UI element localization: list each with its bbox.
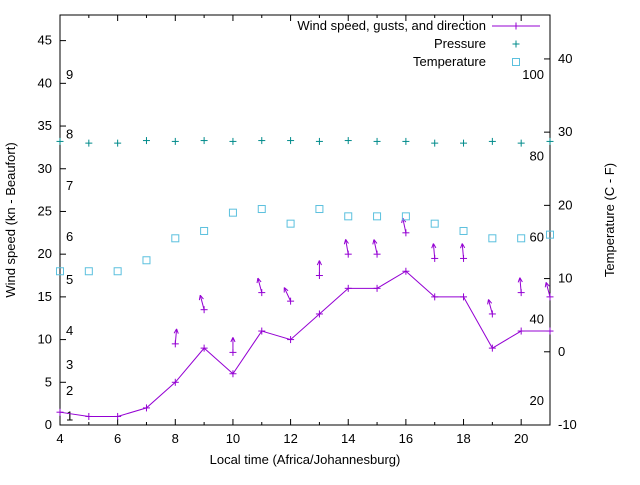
beaufort-label: 7 xyxy=(66,178,73,193)
right-y-axis-title: Temperature (C - F) xyxy=(602,163,617,277)
x-tick-label: 6 xyxy=(114,431,121,446)
left-y-tick-label: 15 xyxy=(38,289,52,304)
plot-frame xyxy=(59,14,551,426)
beaufort-label: 9 xyxy=(66,67,73,82)
x-tick-label: 4 xyxy=(56,431,63,446)
left-y-axis-title: Wind speed (kn - Beaufort) xyxy=(3,142,18,297)
x-tick-label: 8 xyxy=(172,431,179,446)
fahrenheit-label: 80 xyxy=(530,148,544,163)
right-y-tick-label: 20 xyxy=(558,197,572,212)
fahrenheit-label: 40 xyxy=(530,312,544,327)
fahrenheit-label: 60 xyxy=(530,230,544,245)
beaufort-label: 3 xyxy=(66,357,73,372)
left-y-tick-label: 45 xyxy=(38,33,52,48)
fahrenheit-label: 100 xyxy=(522,67,544,82)
left-y-tick-label: 20 xyxy=(38,246,52,261)
right-y-axis: -10 0 10 20 30 40 20 40 60 80 100 xyxy=(522,51,577,432)
beaufort-label: 2 xyxy=(66,383,73,398)
x-tick-label: 10 xyxy=(226,431,240,446)
right-y-tick-label: -10 xyxy=(558,417,577,432)
temperature-series xyxy=(56,205,554,276)
left-y-tick-label: 30 xyxy=(38,161,52,176)
legend-label: Temperature xyxy=(413,54,486,69)
right-y-tick-label: 30 xyxy=(558,124,572,139)
gust-arrows xyxy=(171,217,554,356)
beaufort-label: 4 xyxy=(66,323,73,338)
left-y-tick-label: 35 xyxy=(38,118,52,133)
x-tick-label: 16 xyxy=(399,431,413,446)
x-tick-label: 14 xyxy=(341,431,355,446)
beaufort-label: 8 xyxy=(66,127,73,142)
x-axis-title: Local time (Africa/Johannesburg) xyxy=(210,452,401,467)
x-tick-label: 20 xyxy=(514,431,528,446)
x-axis: 4 6 8 10 12 14 16 18 20 xyxy=(56,15,551,446)
right-y-tick-label: 10 xyxy=(558,271,572,286)
left-y-tick-label: 5 xyxy=(45,374,52,389)
wind-series xyxy=(56,267,554,420)
right-y-tick-label: 40 xyxy=(558,51,572,66)
right-y-tick-label: 0 xyxy=(558,344,565,359)
legend-label: Wind speed, gusts, and direction xyxy=(297,18,486,33)
beaufort-label: 1 xyxy=(66,408,73,423)
pressure-series xyxy=(56,137,554,147)
axis-titles: Local time (Africa/Johannesburg) Wind spe… xyxy=(3,142,617,467)
fahrenheit-label: 20 xyxy=(530,393,544,408)
x-tick-label: 12 xyxy=(283,431,297,446)
left-y-tick-label: 40 xyxy=(38,75,52,90)
beaufort-label: 5 xyxy=(66,272,73,287)
x-tick-label: 18 xyxy=(456,431,470,446)
legend-label: Pressure xyxy=(434,36,486,51)
left-y-tick-label: 0 xyxy=(45,417,52,432)
left-y-tick-label: 10 xyxy=(38,332,52,347)
left-y-tick-label: 25 xyxy=(38,203,52,218)
beaufort-label: 6 xyxy=(66,229,73,244)
legend: Wind speed, gusts, and direction Pressure… xyxy=(297,18,540,69)
